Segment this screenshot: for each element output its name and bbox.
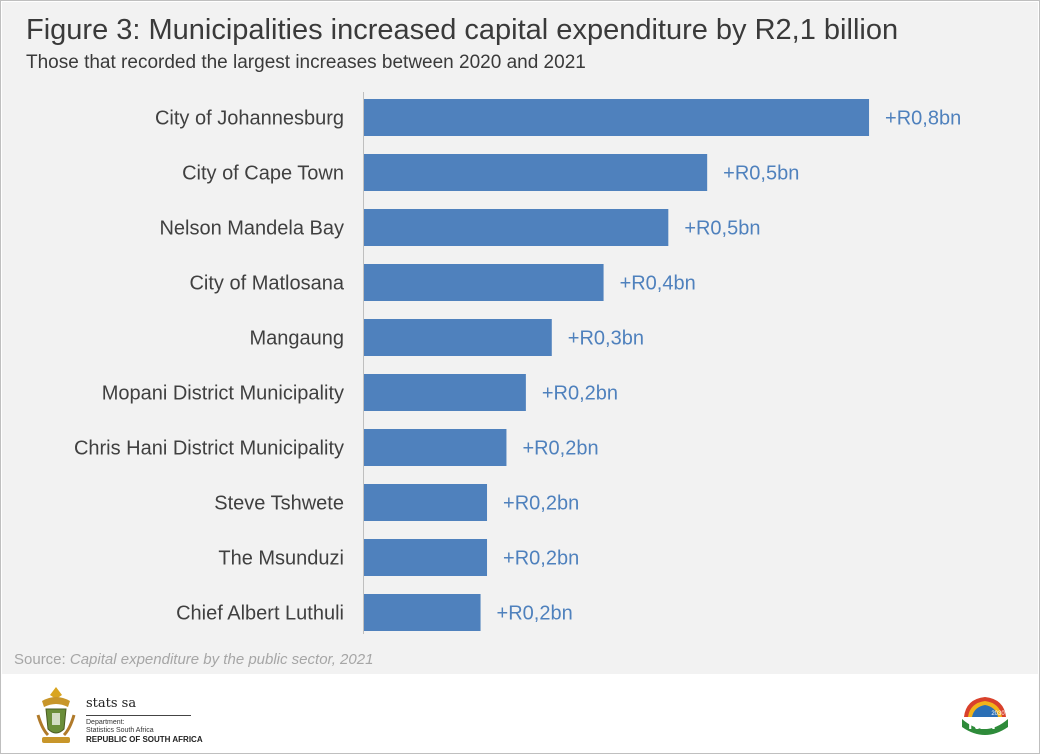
bar-chart: City of Johannesburg City of Cape Town Nel… (74, 92, 962, 634)
data-label: +R0,2bn (503, 548, 579, 570)
footer: stats sa Department: Statistics South Af… (2, 675, 1038, 753)
org-name: stats sa (86, 696, 137, 711)
bar (364, 319, 552, 356)
data-label: +R0,2bn (542, 383, 618, 405)
org-divider (86, 715, 191, 716)
bar (364, 154, 708, 191)
coat-of-arms-icon (36, 687, 76, 743)
ndp-year: 2030 (991, 711, 1005, 717)
bar (364, 484, 488, 521)
category-label: Mangaung (249, 328, 344, 350)
source-prefix: Source: (14, 651, 70, 668)
bar (364, 594, 481, 631)
source-note: Source: Capital expenditure by the publi… (14, 651, 373, 668)
bar (364, 429, 507, 466)
data-label: +R0,5bn (684, 218, 760, 240)
bar (364, 99, 870, 136)
ndp-text: NDP (968, 716, 1002, 733)
category-label: Chief Albert Luthuli (176, 603, 344, 625)
data-label: +R0,2bn (497, 603, 573, 625)
chart-title: Figure 3: Municipalities increased capit… (26, 14, 899, 46)
data-label: +R0,3bn (568, 328, 644, 350)
stats-sa-logo: stats sa Department: Statistics South Af… (34, 685, 204, 747)
data-label: +R0,2bn (503, 493, 579, 515)
category-label: Steve Tshwete (214, 493, 344, 515)
source-title: Capital expenditure by the public sector… (69, 651, 374, 668)
data-label: +R0,2bn (522, 438, 598, 460)
org-department: Department: (86, 719, 125, 726)
chart-panel: Figure 3: Municipalities increased capit… (2, 2, 1038, 674)
ndp-2030-logo: NDP 2030 (962, 697, 1008, 735)
value-labels: +R0,8bn +R0,5bn +R0,5bn +R0,4bn +R0,3bn +R0,2… (497, 108, 962, 625)
chart-subtitle: Those that recorded the largest increase… (26, 52, 586, 73)
category-label: The Msunduzi (218, 548, 344, 570)
bar (364, 539, 488, 576)
data-label: +R0,5bn (723, 163, 799, 185)
category-label: City of Johannesburg (155, 108, 344, 130)
category-label: City of Cape Town (182, 163, 344, 185)
category-labels: City of Johannesburg City of Cape Town Nel… (74, 108, 345, 625)
category-label: Nelson Mandela Bay (159, 218, 344, 240)
bar (364, 374, 526, 411)
bar (364, 264, 604, 301)
data-label: +R0,8bn (885, 108, 961, 130)
bars (364, 99, 870, 631)
category-label: Chris Hani District Municipality (74, 438, 344, 460)
data-label: +R0,4bn (620, 273, 696, 295)
org-department-name: Statistics South Africa (86, 727, 154, 734)
category-label: Mopani District Municipality (102, 383, 344, 405)
org-country: REPUBLIC OF SOUTH AFRICA (86, 735, 203, 744)
bar (364, 209, 669, 246)
category-label: City of Matlosana (189, 273, 344, 295)
